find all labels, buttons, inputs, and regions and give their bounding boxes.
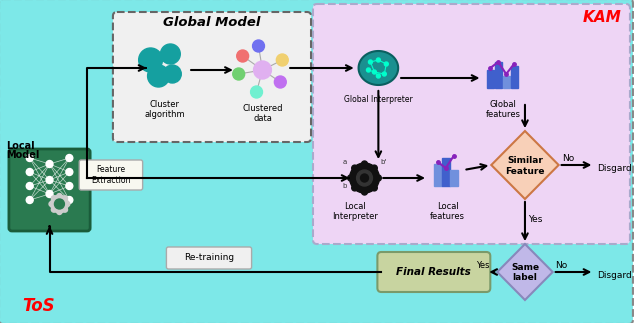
Circle shape xyxy=(253,61,271,79)
Polygon shape xyxy=(497,244,553,300)
Circle shape xyxy=(26,169,33,175)
Circle shape xyxy=(376,175,381,181)
Circle shape xyxy=(26,154,33,162)
Circle shape xyxy=(63,207,67,212)
Circle shape xyxy=(348,175,354,181)
Circle shape xyxy=(148,65,170,87)
Text: Local
features: Local features xyxy=(430,202,465,221)
Circle shape xyxy=(57,193,62,199)
Circle shape xyxy=(237,50,248,62)
FancyBboxPatch shape xyxy=(9,149,90,231)
Circle shape xyxy=(66,154,73,162)
Circle shape xyxy=(46,176,53,183)
Circle shape xyxy=(372,70,376,74)
Circle shape xyxy=(163,65,181,83)
Circle shape xyxy=(362,189,367,195)
Text: Re-training: Re-training xyxy=(184,254,234,263)
Circle shape xyxy=(46,191,53,197)
Circle shape xyxy=(356,170,372,186)
Circle shape xyxy=(51,196,56,201)
Circle shape xyxy=(57,210,62,214)
Text: Global
features: Global features xyxy=(486,100,521,120)
Circle shape xyxy=(382,72,387,76)
Circle shape xyxy=(352,185,358,191)
Bar xyxy=(450,170,458,186)
Text: No: No xyxy=(563,154,575,163)
Text: ToS: ToS xyxy=(22,297,54,315)
Circle shape xyxy=(65,202,70,206)
Circle shape xyxy=(349,163,380,193)
Circle shape xyxy=(26,196,33,203)
Circle shape xyxy=(51,195,68,213)
Circle shape xyxy=(49,202,54,206)
Text: KAM: KAM xyxy=(582,10,621,25)
Bar xyxy=(511,66,518,88)
Polygon shape xyxy=(492,131,559,199)
Text: Same: Same xyxy=(511,263,539,272)
Text: Yes: Yes xyxy=(528,215,542,224)
Circle shape xyxy=(376,58,380,62)
Bar xyxy=(503,76,510,88)
FancyBboxPatch shape xyxy=(79,160,143,190)
Circle shape xyxy=(161,44,180,64)
Circle shape xyxy=(367,68,371,72)
Bar xyxy=(495,62,502,88)
Circle shape xyxy=(276,54,288,66)
Circle shape xyxy=(352,165,358,171)
Text: No: No xyxy=(555,261,567,270)
Text: Feature
Extraction: Feature Extraction xyxy=(92,165,131,185)
FancyBboxPatch shape xyxy=(166,247,252,269)
Circle shape xyxy=(362,161,367,167)
Polygon shape xyxy=(358,51,398,85)
Circle shape xyxy=(66,169,73,175)
Circle shape xyxy=(26,182,33,190)
Text: Global Interpreter: Global Interpreter xyxy=(344,95,413,104)
Circle shape xyxy=(63,196,67,201)
Text: Cluster
algorithm: Cluster algorithm xyxy=(144,100,185,120)
Circle shape xyxy=(54,199,65,209)
Circle shape xyxy=(384,62,388,66)
Bar xyxy=(442,158,450,186)
Circle shape xyxy=(251,86,262,98)
Bar xyxy=(434,164,442,186)
Bar xyxy=(487,70,494,88)
Circle shape xyxy=(275,76,286,88)
Text: Feature: Feature xyxy=(505,166,545,175)
Circle shape xyxy=(233,68,244,80)
Circle shape xyxy=(139,48,163,72)
FancyBboxPatch shape xyxy=(113,12,311,142)
Text: Final Results: Final Results xyxy=(396,267,471,277)
Circle shape xyxy=(46,161,53,168)
Circle shape xyxy=(371,185,378,191)
Circle shape xyxy=(51,207,56,212)
Text: b: b xyxy=(342,183,347,189)
Text: Global Model: Global Model xyxy=(163,16,260,29)
Circle shape xyxy=(371,165,378,171)
Text: a: a xyxy=(342,159,347,165)
Circle shape xyxy=(66,182,73,190)
Circle shape xyxy=(376,74,380,78)
Text: label: label xyxy=(513,274,538,283)
Text: Similar: Similar xyxy=(507,155,543,164)
Text: Local: Local xyxy=(6,141,35,151)
Circle shape xyxy=(360,174,369,182)
Text: b': b' xyxy=(380,159,387,165)
Circle shape xyxy=(253,40,264,52)
Text: Model: Model xyxy=(6,150,39,160)
Text: Yes: Yes xyxy=(476,261,490,270)
Text: Local
Interpreter: Local Interpreter xyxy=(332,202,378,221)
Circle shape xyxy=(369,60,372,64)
Text: Disgard: Disgard xyxy=(597,163,632,172)
Text: Clustered
data: Clustered data xyxy=(242,104,283,123)
FancyBboxPatch shape xyxy=(313,4,630,244)
Text: Disgard: Disgard xyxy=(597,270,632,279)
FancyBboxPatch shape xyxy=(378,252,490,292)
Circle shape xyxy=(66,196,73,203)
